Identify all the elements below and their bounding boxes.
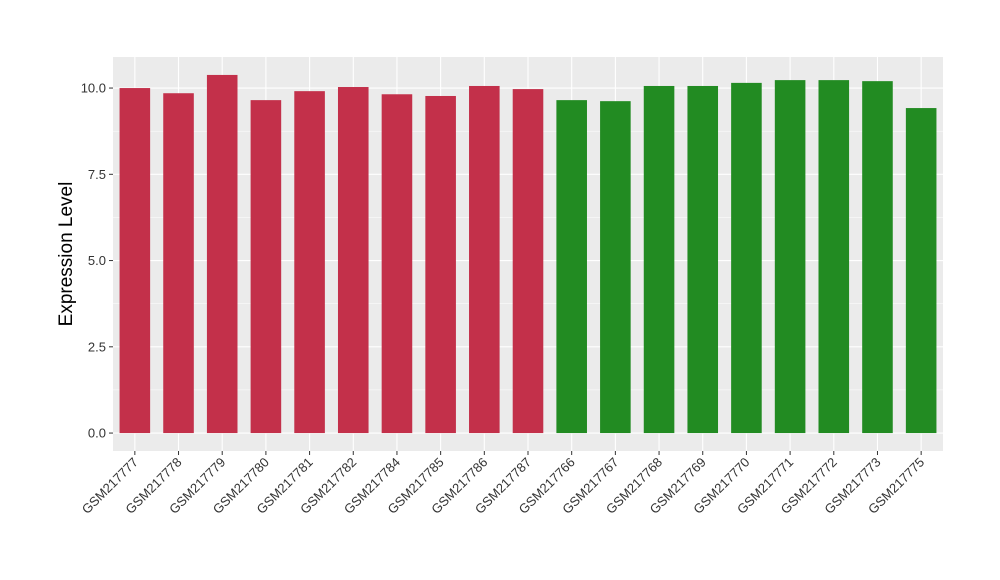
bar-GSM217771 [774,80,806,434]
bar-GSM217766 [556,100,587,434]
y-tick-label: 0.0 [88,426,106,441]
bar-GSM217772 [818,80,850,434]
y-tick-label: 2.5 [88,339,106,354]
y-tick-label: 5.0 [88,253,106,268]
bar-GSM217777 [119,88,151,434]
bar-GSM217770 [731,82,762,434]
bar-GSM217782 [337,87,369,434]
bar-GSM217784 [381,94,413,434]
y-tick-label: 7.5 [88,167,106,182]
bar-GSM217768 [643,85,675,434]
bar-GSM217785 [425,95,456,434]
bar-GSM217767 [600,101,631,434]
bar-GSM217773 [862,81,893,434]
bar-GSM217787 [512,89,544,434]
bar-GSM217775 [905,108,937,434]
bar-GSM217778 [163,93,194,434]
bar-GSM217780 [250,100,282,434]
bar-GSM217786 [469,85,500,434]
bar-GSM217781 [294,91,325,434]
bar-GSM217769 [687,85,719,434]
y-tick-label: 10.0 [81,81,106,96]
y-axis-label: Expression Level [56,182,77,327]
bar-GSM217779 [206,74,238,434]
